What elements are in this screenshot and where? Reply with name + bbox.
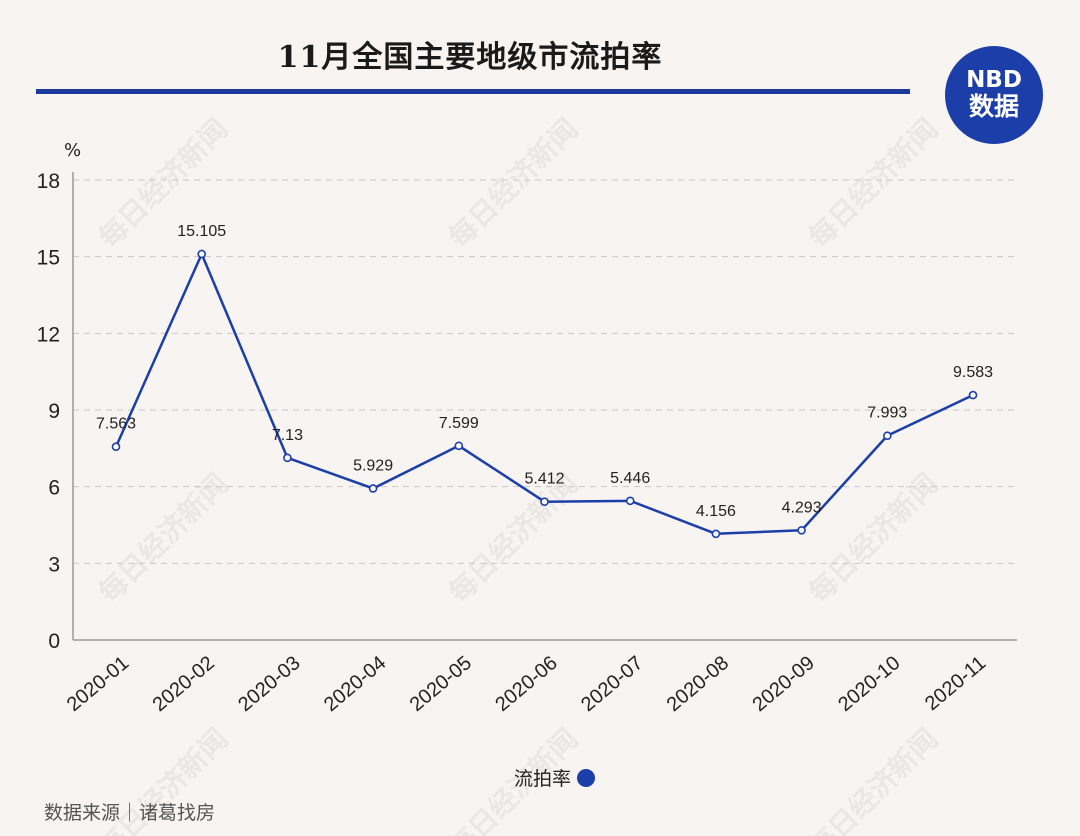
data-label: 4.293: [782, 499, 822, 516]
y-tick-label: 9: [48, 400, 60, 423]
data-point: [711, 529, 721, 539]
x-tick-label: 2020-08: [663, 652, 733, 716]
y-tick-label: 0: [48, 630, 60, 653]
data-point: [625, 496, 635, 506]
watermark-text: 每日经济新闻: [802, 467, 944, 609]
y-tick-label: 3: [48, 553, 60, 576]
data-label: 7.993: [867, 405, 907, 422]
data-point: [797, 525, 806, 535]
x-tick-label: 2020-11: [921, 652, 990, 715]
data-point: [368, 484, 378, 493]
data-label: 7.13: [272, 427, 303, 444]
data-label: 4.156: [696, 503, 736, 520]
x-tick-label: 2020-09: [748, 652, 818, 716]
x-tick-label: 2020-10: [834, 652, 904, 716]
watermark-text: 每日经济新闻: [802, 722, 944, 836]
data-point: [454, 441, 464, 451]
y-tick-label: 12: [37, 323, 60, 346]
data-label: 5.446: [610, 470, 650, 487]
logo-line1: NBD: [966, 67, 1022, 93]
data-point: [540, 497, 549, 506]
legend-marker: [577, 768, 596, 787]
data-label: 5.929: [353, 457, 393, 474]
y-tick-label: 15: [37, 247, 60, 270]
y-tick-label: 6: [48, 477, 60, 500]
x-tick-label: 2020-03: [234, 652, 304, 716]
x-tick-label: 2020-06: [491, 652, 561, 716]
page-title: 11月全国主要地级市流拍率: [277, 40, 663, 75]
y-tick-label: 18: [37, 170, 60, 193]
data-label: 7.599: [439, 415, 479, 432]
chart-legend: 流拍率: [514, 764, 596, 791]
data-label: 7.563: [96, 416, 136, 433]
x-tick-label: 2020-07: [577, 652, 647, 716]
watermark-text: 每日经济新闻: [92, 467, 234, 609]
data-label: 15.105: [177, 223, 226, 240]
watermark-text: 每日经济新闻: [442, 467, 584, 609]
watermark-text: 每日经济新闻: [442, 112, 584, 254]
logo-line2: 数据: [968, 92, 1019, 121]
source-note: 数据来源｜诸葛找房: [44, 802, 216, 824]
data-point: [882, 431, 892, 441]
title-rule: [36, 89, 910, 94]
data-label: 5.412: [524, 471, 564, 488]
x-tick-label: 2020-04: [320, 652, 390, 716]
data-point: [197, 249, 206, 259]
data-label: 9.583: [953, 364, 993, 381]
data-point: [283, 453, 292, 463]
y-axis-unit: %: [64, 140, 82, 161]
legend-label: 流拍率: [514, 768, 572, 790]
x-tick-label: 2020-02: [149, 652, 219, 716]
x-tick-label: 2020-01: [63, 652, 133, 716]
data-point: [968, 390, 978, 400]
nbd-logo: NBD 数据: [945, 46, 1043, 144]
watermark-text: 每日经济新闻: [802, 112, 944, 254]
data-point: [111, 442, 121, 452]
x-tick-label: 2020-05: [406, 652, 476, 716]
